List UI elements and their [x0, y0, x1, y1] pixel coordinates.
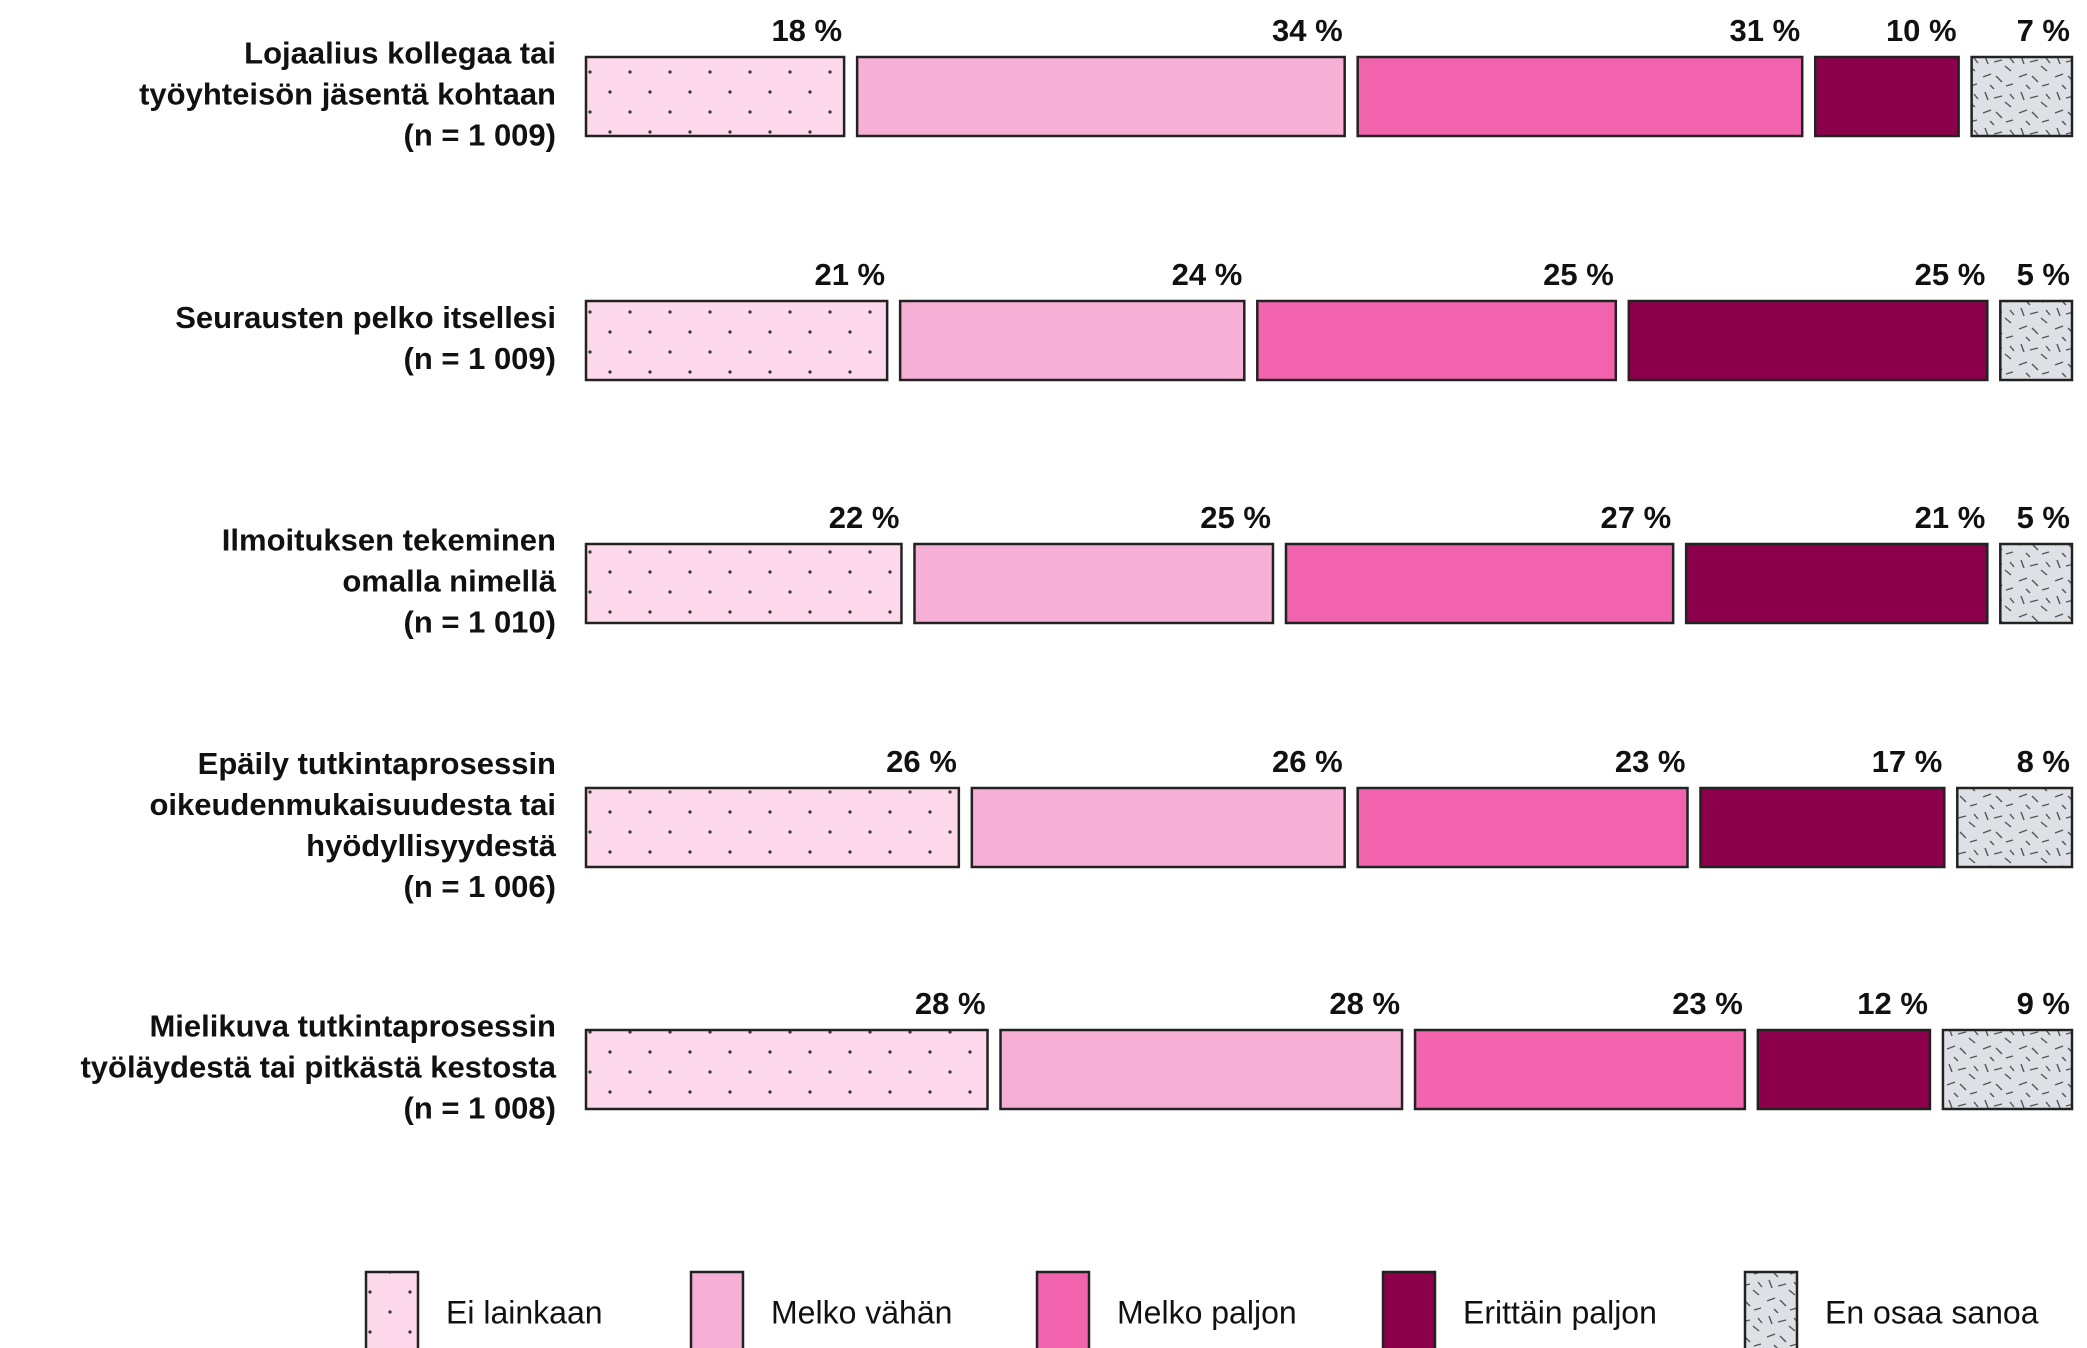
bar-segment: [1999, 299, 2074, 382]
value-label: 34 %: [1272, 13, 1343, 48]
value-label: 25 %: [1543, 257, 1614, 292]
category-label: Lojaalius kollegaa tai: [244, 36, 556, 71]
value-label: 24 %: [1172, 257, 1243, 292]
legend-swatch: [1381, 1270, 1437, 1348]
value-label: 25 %: [1915, 257, 1986, 292]
value-label: 23 %: [1615, 744, 1686, 779]
legend-swatch: [1035, 1270, 1091, 1348]
category-label: työläydestä tai pitkästä kestosta: [80, 1050, 556, 1085]
bar-segment: [970, 786, 1346, 869]
value-label: 31 %: [1730, 13, 1801, 48]
value-label: 25 %: [1200, 500, 1271, 535]
bar-segment: [1813, 55, 1960, 138]
category-label: hyödyllisyydestä: [306, 828, 557, 863]
bar-segment: [855, 55, 1346, 138]
bar-segment: [1956, 786, 2074, 869]
bar-segment: [913, 542, 1275, 625]
value-label: 21 %: [814, 257, 885, 292]
value-label: 7 %: [2017, 13, 2070, 48]
bar-segment: [1284, 542, 1675, 625]
value-label: 23 %: [1672, 986, 1743, 1021]
bar-segment: [1356, 786, 1689, 869]
bar-segment: [1256, 299, 1618, 382]
category-label: Seurausten pelko itsellesi: [175, 300, 556, 335]
value-label: 5 %: [2017, 500, 2070, 535]
value-label: 26 %: [1272, 744, 1343, 779]
category-label: (n = 1 010): [404, 605, 557, 640]
value-label: 9 %: [2017, 986, 2070, 1021]
bar-segment: [584, 1028, 989, 1111]
category-label: Mielikuva tutkintaprosessin: [149, 1009, 556, 1044]
value-label: 28 %: [1329, 986, 1400, 1021]
bar-segment: [898, 299, 1246, 382]
bar-segment: [584, 786, 961, 869]
value-label: 5 %: [2017, 257, 2070, 292]
bar-segment: [1756, 1028, 1932, 1111]
category-label: (n = 1 009): [404, 118, 557, 153]
value-label: 26 %: [886, 744, 957, 779]
value-label: 10 %: [1886, 13, 1957, 48]
category-label: oikeudenmukaisuudesta tai: [149, 787, 556, 822]
category-label: Ilmoituksen tekeminen: [222, 523, 556, 558]
value-label: 8 %: [2017, 744, 2070, 779]
bar-segment: [1413, 1028, 1747, 1111]
value-label: 17 %: [1872, 744, 1943, 779]
legend-swatch: [689, 1270, 745, 1348]
category-label: (n = 1 008): [404, 1091, 557, 1126]
bar-segment: [1699, 786, 1946, 869]
legend-label: Erittäin paljon: [1463, 1294, 1657, 1330]
value-label: 28 %: [915, 986, 986, 1021]
category-label: Epäily tutkintaprosessin: [198, 746, 556, 781]
value-label: 22 %: [829, 500, 900, 535]
bar-segment: [1941, 1028, 2074, 1111]
bar-segment: [1356, 55, 1804, 138]
legend-swatch: [364, 1270, 420, 1348]
category-label: (n = 1 006): [404, 869, 557, 904]
legend-label: Melko paljon: [1117, 1294, 1297, 1330]
category-label: työyhteisön jäsentä kohtaan: [139, 77, 556, 112]
value-label: 21 %: [1915, 500, 1986, 535]
bar-segment: [999, 1028, 1404, 1111]
legend-label: Ei lainkaan: [446, 1294, 603, 1330]
bar-segment: [1684, 542, 1989, 625]
legend-label: En osaa sanoa: [1825, 1294, 2039, 1330]
value-label: 12 %: [1857, 986, 1928, 1021]
value-label: 18 %: [771, 13, 842, 48]
legend-swatch: [1743, 1270, 1799, 1348]
bar-segment: [1970, 55, 2074, 138]
bar-segment: [584, 55, 846, 138]
value-label: 27 %: [1600, 500, 1671, 535]
bar-segment: [584, 542, 903, 625]
bar-segment: [584, 299, 889, 382]
bar-segment: [1627, 299, 1989, 382]
category-label: omalla nimellä: [342, 564, 556, 599]
legend-label: Melko vähän: [771, 1294, 952, 1330]
category-label: (n = 1 009): [404, 341, 557, 376]
bar-segment: [1999, 542, 2074, 625]
